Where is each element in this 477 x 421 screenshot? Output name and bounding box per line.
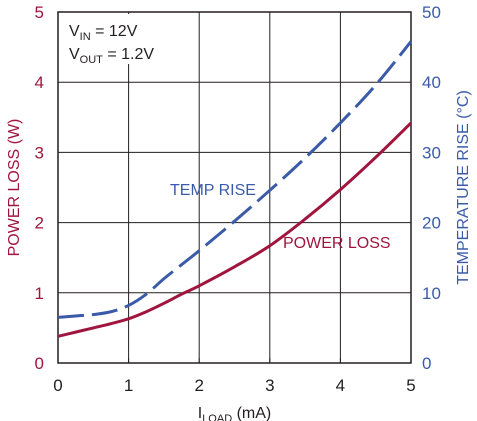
y-right-axis-title: TEMPERATURE RISE (°C) — [455, 90, 472, 285]
y-left-tick-label: 5 — [35, 3, 44, 22]
y-left-tick-label: 1 — [35, 284, 44, 303]
annotation-background — [60, 14, 172, 64]
x-tick-label: 5 — [406, 376, 415, 395]
annotation-value: = 1.2V — [103, 46, 154, 63]
x-axis-title: ILOAD (mA) — [198, 405, 272, 421]
y-left-tick-label: 0 — [35, 354, 44, 373]
annotation-line: VIN = 12V — [69, 23, 138, 43]
x-axis-title-unit: (mA) — [232, 405, 271, 421]
annotation-symbol: V — [69, 23, 80, 40]
x-tick-label: 2 — [194, 376, 203, 395]
annotation-value: = 12V — [91, 23, 138, 40]
y-right-tick-label: 50 — [422, 3, 441, 22]
annotation-symbol: V — [69, 46, 80, 63]
x-tick-label: 3 — [265, 376, 274, 395]
series-line-power-loss — [57, 121, 413, 338]
annotation-subscript: OUT — [80, 54, 104, 66]
y-right-tick-label: 10 — [422, 284, 441, 303]
x-axis-title-symbol: I — [198, 405, 202, 421]
y-right-tick-label: 30 — [422, 143, 441, 162]
series-label-temp-rise: TEMP RISE — [170, 182, 256, 199]
annotation-line: VOUT = 1.2V — [69, 46, 154, 66]
y-right-tick-label: 0 — [422, 354, 431, 373]
x-tick-label: 1 — [124, 376, 133, 395]
x-tick-label: 4 — [336, 376, 345, 395]
y-right-tick-label: 40 — [422, 73, 441, 92]
y-left-tick-label: 2 — [35, 214, 44, 233]
plot-frame — [57, 11, 412, 364]
y-left-tick-label: 4 — [35, 73, 44, 92]
y-left-axis-title: POWER LOSS (W) — [6, 119, 23, 257]
y-right-tick-label: 20 — [422, 214, 441, 233]
series-label-power-loss: POWER LOSS — [283, 235, 391, 252]
y-left-tick-label: 3 — [35, 143, 44, 162]
x-tick-label: 0 — [53, 376, 62, 395]
x-axis-title-subscript: LOAD — [202, 413, 232, 421]
annotation-subscript: IN — [80, 31, 91, 43]
series-line-temp-rise — [57, 40, 413, 319]
